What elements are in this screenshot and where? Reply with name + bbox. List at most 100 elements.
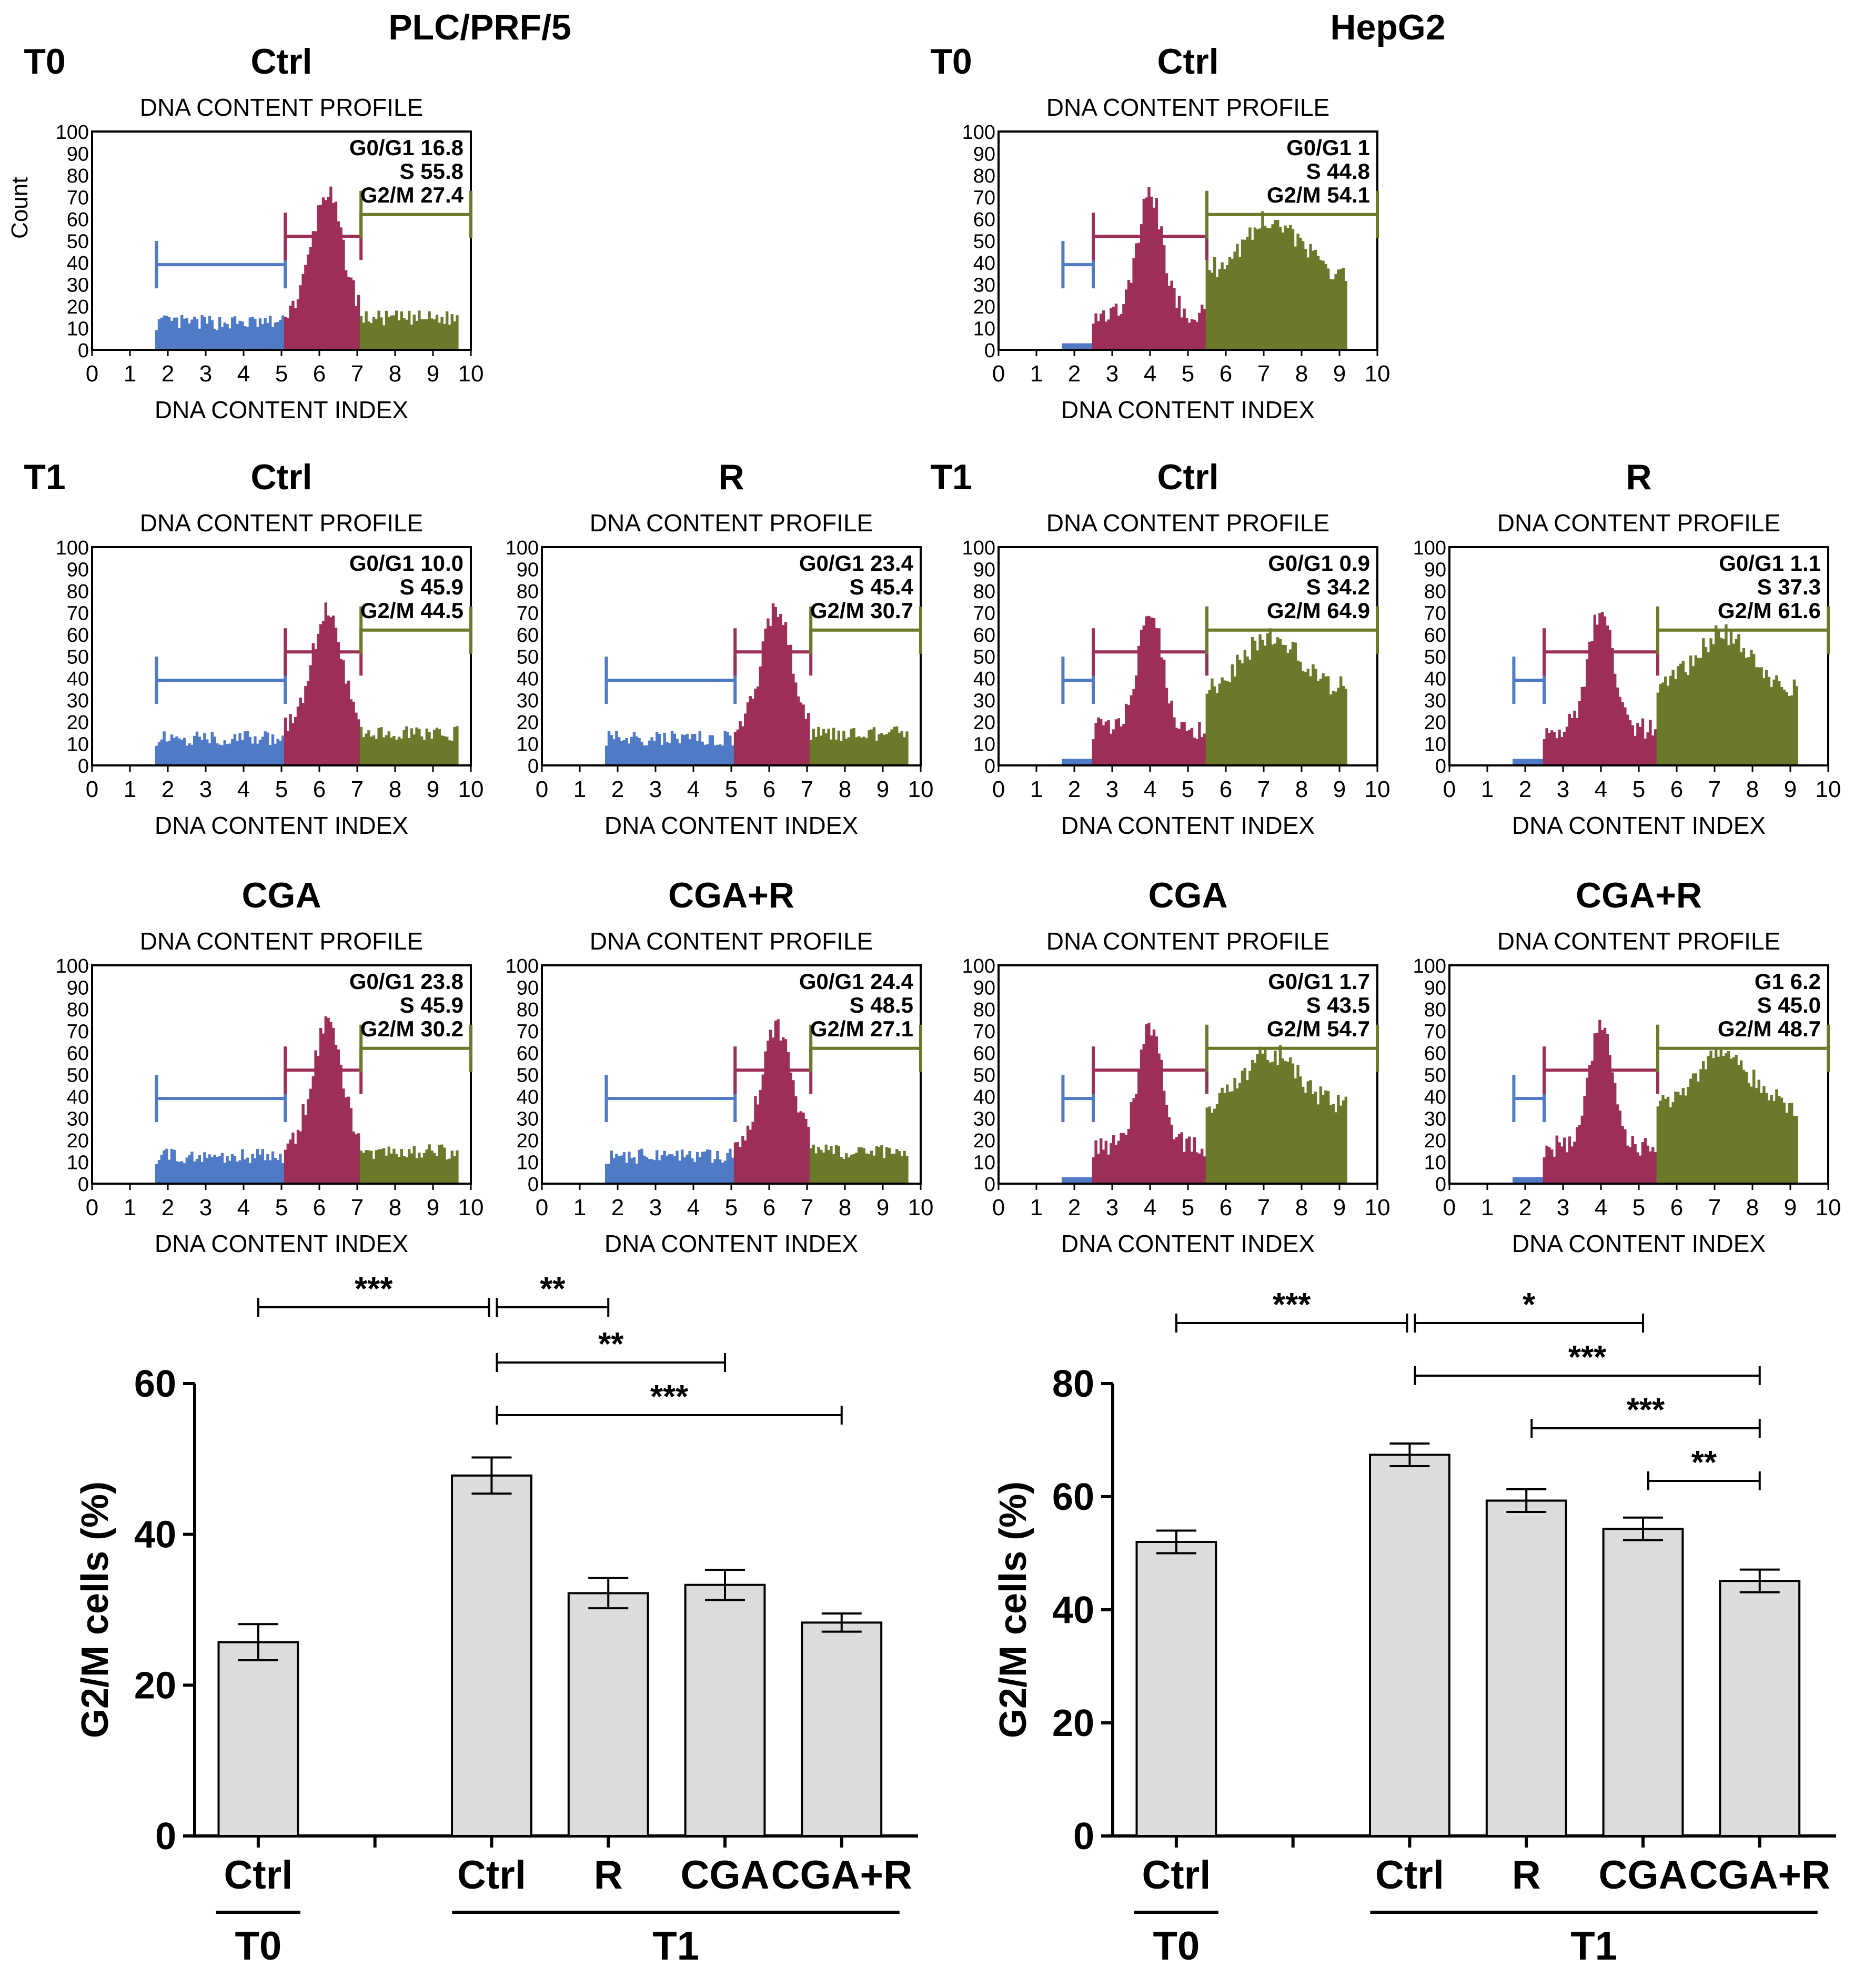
histogram-bin — [1208, 690, 1211, 765]
histogram-bin — [1752, 654, 1756, 765]
histogram-bin — [422, 1153, 426, 1184]
histogram-bin — [1583, 687, 1586, 765]
histogram-bin — [210, 320, 214, 350]
x-tick-label: 0 — [536, 776, 548, 802]
histogram-bin — [1107, 319, 1110, 350]
histogram-bin — [198, 736, 201, 765]
histogram-bin — [1659, 684, 1662, 765]
histogram-bin — [193, 735, 196, 765]
histogram-bin — [1737, 1064, 1740, 1184]
histogram-bin — [1165, 688, 1168, 765]
histogram-bin — [1274, 219, 1277, 350]
histogram-bin — [1291, 641, 1295, 765]
histogram-bin — [875, 740, 878, 765]
y-tick-label: 100 — [56, 955, 89, 977]
histogram-bin — [807, 1126, 810, 1184]
histogram-bin — [1150, 617, 1153, 765]
histogram-bin — [380, 317, 383, 350]
y-tick-label: 0 — [984, 755, 995, 778]
histogram-bin — [1596, 1033, 1599, 1184]
histogram-bin — [1715, 625, 1718, 765]
x-tick-label: 6 — [763, 776, 775, 802]
histogram-bin — [1157, 229, 1161, 350]
y-tick-label: 30 — [1424, 690, 1446, 712]
histogram-bin — [1641, 1142, 1645, 1184]
histogram-bin — [1294, 642, 1297, 765]
histogram-bin — [1100, 1138, 1103, 1184]
histogram-bin — [349, 1108, 352, 1184]
y-tick-label: 50 — [973, 1065, 995, 1087]
histogram-bin — [607, 1163, 611, 1184]
histogram-bin — [1523, 1177, 1526, 1184]
histogram-bin — [1586, 659, 1589, 765]
histogram-bin — [339, 1064, 342, 1184]
histogram-bin — [1271, 224, 1274, 350]
histogram-bin — [1535, 759, 1538, 765]
histogram-bin — [254, 1158, 257, 1184]
histogram-bin — [382, 325, 386, 350]
histogram-bin — [311, 231, 315, 350]
y-tick-label: 0 — [1435, 755, 1446, 778]
histogram-bin — [175, 317, 178, 350]
histogram-bin — [309, 247, 313, 350]
x-axis-label: DNA CONTENT INDEX — [1061, 1230, 1315, 1257]
histogram-bin — [895, 1149, 899, 1184]
histogram-bin — [339, 227, 342, 350]
histogram-bin — [450, 1151, 454, 1184]
histogram-bin — [1258, 228, 1262, 350]
phase-stat: G2/M 54.7 — [1267, 1016, 1370, 1041]
histogram-bin — [774, 607, 777, 765]
histogram-bin — [1299, 1076, 1302, 1184]
histogram-bin — [168, 741, 171, 765]
histogram-bin — [231, 1154, 234, 1184]
histogram-bin — [1342, 267, 1345, 350]
histogram-bin — [1304, 672, 1307, 765]
histogram-bin — [1684, 1095, 1687, 1184]
histogram-bin — [1596, 624, 1599, 765]
histogram-bin — [1100, 719, 1103, 765]
histogram-bin — [719, 744, 722, 765]
histogram-bin — [1517, 1177, 1520, 1184]
histogram-bin — [1795, 1116, 1798, 1184]
histogram-bin — [236, 1162, 239, 1184]
histogram-bin — [1243, 239, 1246, 350]
histogram-bin — [771, 603, 775, 765]
phase-stat: G1 6.2 — [1755, 969, 1821, 994]
phase-stat: G2/M 27.1 — [810, 1016, 913, 1041]
histogram-bin — [1555, 738, 1558, 765]
group-label: T1 — [652, 1924, 699, 1969]
histogram-bin — [168, 1159, 171, 1184]
x-tick-label: 4 — [687, 776, 700, 802]
bar — [684, 1583, 766, 1837]
histogram-bin — [200, 315, 204, 350]
y-tick-label: 80 — [1052, 1363, 1094, 1405]
histogram-bin — [1540, 759, 1544, 765]
category-label: Ctrl — [1375, 1853, 1444, 1898]
histogram-bin — [804, 719, 808, 765]
histogram-bin — [698, 731, 701, 765]
histogram-bin — [723, 1160, 727, 1184]
histogram-bin — [1064, 1177, 1067, 1184]
histogram-bin — [226, 324, 229, 350]
histogram-bin — [382, 1148, 386, 1184]
y-tick-label: 0 — [78, 340, 89, 362]
histogram-bin — [450, 314, 454, 350]
histogram-bin — [1205, 1107, 1208, 1184]
histogram-bin — [1656, 692, 1659, 765]
histogram-bin — [347, 277, 350, 350]
y-tick-label: 10 — [973, 318, 995, 340]
histogram-bin — [643, 1155, 646, 1184]
histogram-bin — [1155, 1036, 1158, 1184]
bar — [1719, 1580, 1801, 1838]
phase-stat: G0/G1 1.7 — [1268, 969, 1370, 994]
histogram-bin — [1306, 257, 1309, 350]
histogram-bin — [885, 734, 889, 765]
histogram-bin — [605, 1164, 608, 1184]
y-tick-label: 90 — [973, 977, 995, 1000]
profile-title: DNA CONTENT PROFILE — [1046, 509, 1329, 537]
histogram-bin — [1324, 676, 1327, 765]
histogram-bin — [157, 1159, 161, 1184]
histogram-bin — [1309, 676, 1312, 765]
histogram-bin — [1545, 728, 1548, 765]
histogram-bin — [1062, 1177, 1065, 1184]
